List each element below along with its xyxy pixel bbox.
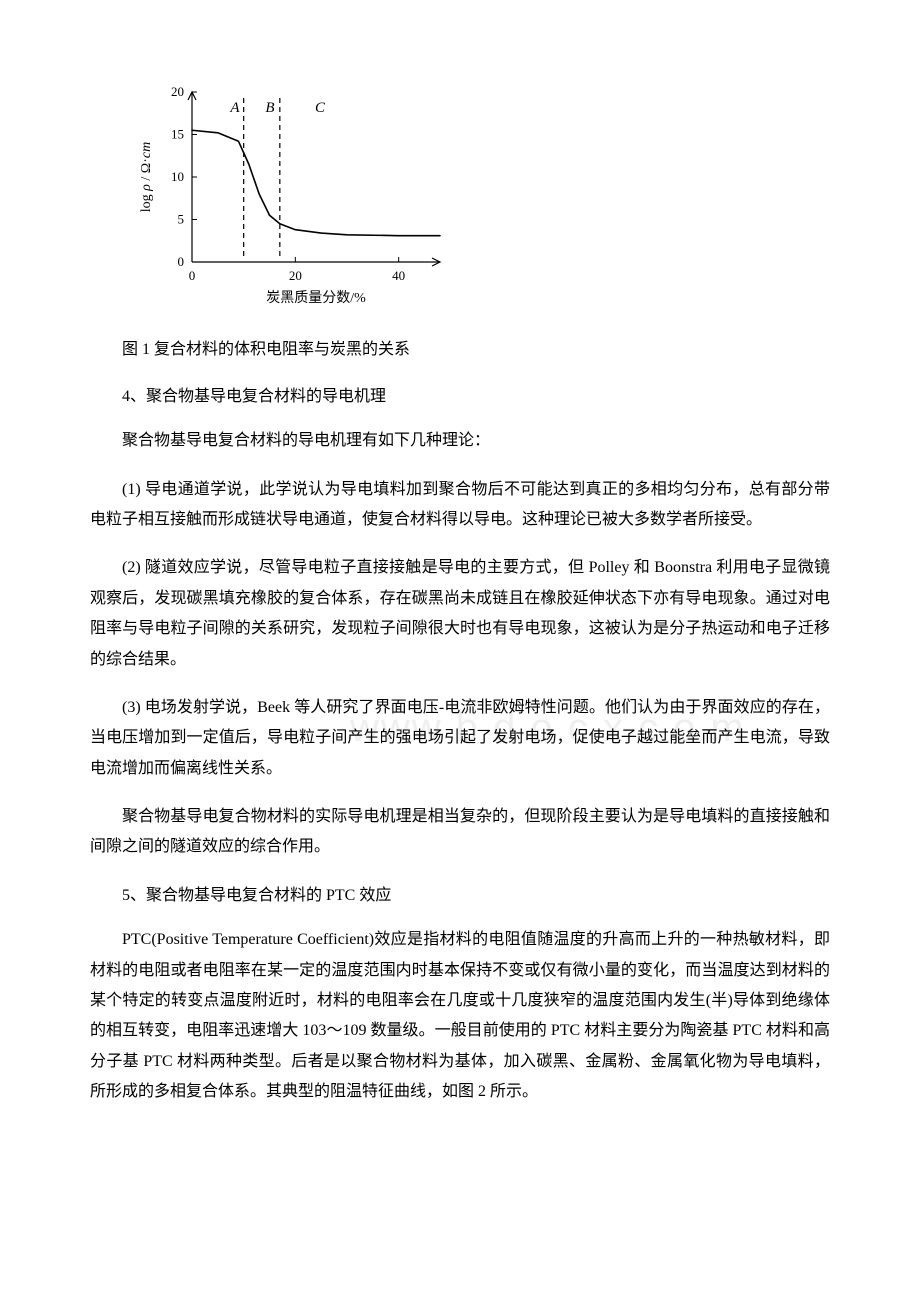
figure-1-caption: 图 1 复合材料的体积电阻率与炭黑的关系: [90, 335, 830, 365]
svg-text:A: A: [229, 100, 240, 116]
svg-text:C: C: [315, 100, 326, 116]
paragraph-theory-2: (2) 隧道效应学说，尽管导电粒子直接接触是导电的主要方式，但 Polley 和…: [90, 553, 830, 675]
chart-svg: 0 5 10 15 20 0 20 40 A B Clog ρ / Ω·cm 炭黑质量分数/%: [130, 80, 450, 310]
svg-text:10: 10: [171, 169, 184, 184]
paragraph-intro: 聚合物基导电复合材料的导电机理有如下几种理论：: [90, 426, 830, 456]
svg-text:炭黑质量分数/%: 炭黑质量分数/%: [266, 290, 366, 306]
svg-text:0: 0: [178, 254, 185, 269]
heading-4: 4、聚合物基导电复合材料的导电机理: [90, 382, 830, 412]
paragraph-theory-3: (3) 电场发射学说，Beek 等人研究了界面电压-电流非欧姆特性问题。他们认为…: [90, 693, 830, 784]
svg-text:5: 5: [178, 212, 185, 227]
paragraph-summary: 聚合物基导电复合物材料的实际导电机理是相当复杂的，但现阶段主要认为是导电填料的直…: [90, 802, 830, 863]
svg-text:log ρ / Ω·cm: log ρ / Ω·cm: [139, 142, 154, 212]
paragraph-theory-1: (1) 导电通道学说，此学说认为导电填料加到聚合物后不可能达到真正的多相均匀分布…: [90, 475, 830, 536]
svg-text:0: 0: [189, 268, 196, 283]
svg-text:40: 40: [392, 268, 405, 283]
svg-text:20: 20: [171, 84, 184, 99]
figure-1-chart: 0 5 10 15 20 0 20 40 A B Clog ρ / Ω·cm 炭黑质量分数/%: [130, 80, 830, 321]
svg-text:B: B: [265, 100, 274, 116]
heading-5: 5、聚合物基导电复合材料的 PTC 效应: [90, 881, 830, 911]
paragraph-ptc: PTC(Positive Temperature Coefficient)效应是…: [90, 925, 830, 1107]
svg-text:15: 15: [171, 127, 184, 142]
svg-text:20: 20: [289, 268, 302, 283]
